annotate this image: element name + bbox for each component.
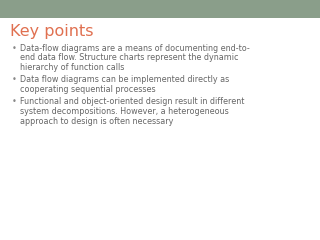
Text: hierarchy of function calls: hierarchy of function calls — [20, 63, 124, 72]
Text: Key points: Key points — [10, 24, 93, 39]
Text: Data flow diagrams can be implemented directly as: Data flow diagrams can be implemented di… — [20, 76, 229, 84]
Text: Functional and object-oriented design result in different: Functional and object-oriented design re… — [20, 97, 244, 107]
Text: system decompositions. However, a heterogeneous: system decompositions. However, a hetero… — [20, 107, 229, 116]
Text: Data-flow diagrams are a means of documenting end-to-: Data-flow diagrams are a means of docume… — [20, 44, 250, 53]
Text: end data flow. Structure charts represent the dynamic: end data flow. Structure charts represen… — [20, 54, 238, 62]
Text: •: • — [12, 97, 17, 107]
Text: •: • — [12, 76, 17, 84]
Text: cooperating sequential processes: cooperating sequential processes — [20, 85, 156, 94]
Text: •: • — [12, 44, 17, 53]
Text: approach to design is often necessary: approach to design is often necessary — [20, 116, 173, 126]
Bar — [0, 0, 320, 18]
